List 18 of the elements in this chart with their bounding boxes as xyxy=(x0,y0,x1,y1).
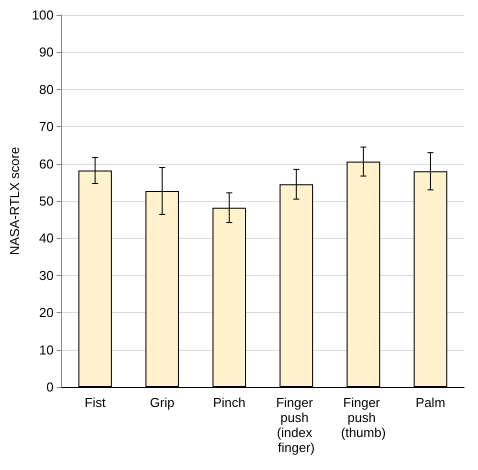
y-tick-label: 100 xyxy=(32,8,54,22)
y-tick-label: 50 xyxy=(39,194,54,208)
y-axis-title: NASA-RTLX score xyxy=(7,146,22,256)
y-tick-label: 70 xyxy=(39,119,54,134)
y-tick-label: 0 xyxy=(46,380,54,394)
x-tick-label: Palm xyxy=(416,395,446,410)
y-tick-label: 30 xyxy=(39,268,54,283)
y-tick-label: 10 xyxy=(39,342,54,358)
y-tick-label: 60 xyxy=(39,156,54,172)
x-tick-label: Fist xyxy=(84,395,106,410)
y-tick-label: 90 xyxy=(39,44,54,60)
x-tick-label: Grip xyxy=(150,395,174,410)
x-tick-label: Pinch xyxy=(212,395,246,410)
x-tick-label: Finger push (thumb) xyxy=(341,395,386,440)
y-tick-label: 20 xyxy=(39,305,54,320)
y-tick-label: 40 xyxy=(39,230,54,246)
x-tick-label: Finger push (index finger) xyxy=(276,395,317,455)
y-tick-label: 80 xyxy=(39,82,54,97)
